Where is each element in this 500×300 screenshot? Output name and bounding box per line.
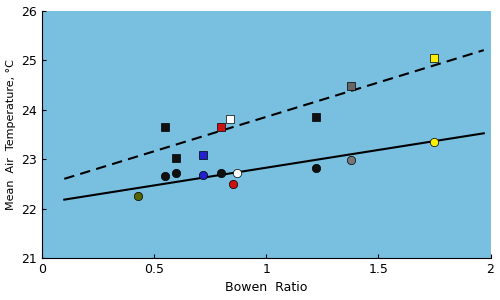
X-axis label: Bowen  Ratio: Bowen Ratio [225,281,308,294]
Y-axis label: Mean  Air  Temperature, °C: Mean Air Temperature, °C [6,59,16,210]
